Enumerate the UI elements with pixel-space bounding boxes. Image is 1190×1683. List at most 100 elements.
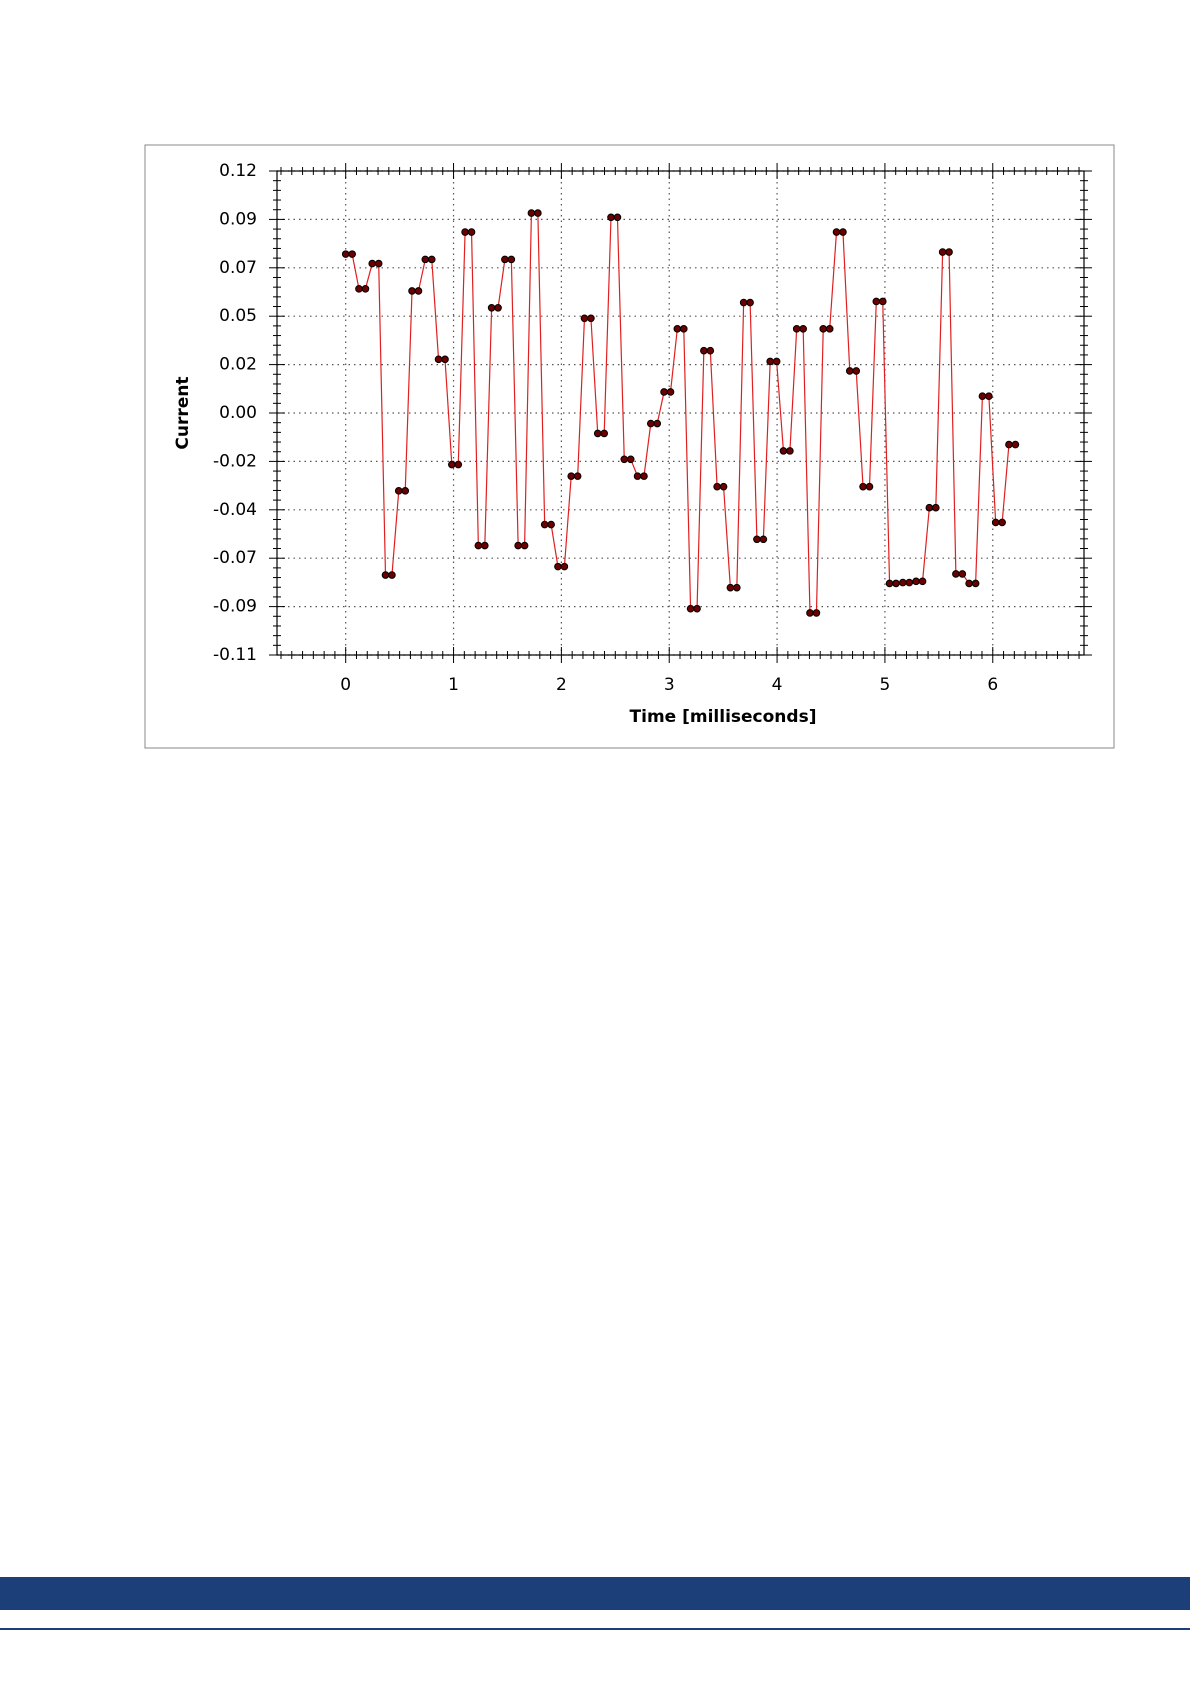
x-tick-label: 5 bbox=[880, 675, 891, 695]
data-point bbox=[587, 314, 595, 323]
data-point bbox=[713, 482, 721, 491]
data-point bbox=[786, 447, 794, 455]
data-point bbox=[494, 303, 502, 312]
data-point bbox=[965, 579, 973, 588]
data-point bbox=[899, 578, 907, 587]
data-point bbox=[686, 604, 695, 613]
data-point bbox=[878, 297, 887, 306]
data-point bbox=[427, 255, 436, 264]
data-point bbox=[693, 604, 701, 613]
data-point bbox=[381, 571, 390, 579]
data-point bbox=[839, 228, 847, 236]
data-point bbox=[971, 579, 980, 588]
data-point bbox=[580, 314, 589, 323]
x-tick-label: 4 bbox=[772, 675, 783, 695]
x-axis-label: Time [milliseconds] bbox=[630, 707, 817, 727]
data-point bbox=[985, 392, 993, 400]
data-point bbox=[859, 482, 867, 491]
data-point bbox=[374, 259, 383, 268]
data-point bbox=[799, 325, 807, 333]
plot-border bbox=[276, 170, 1085, 656]
y-tick-label: -0.11 bbox=[213, 645, 257, 665]
data-point bbox=[779, 447, 788, 455]
data-point bbox=[507, 255, 516, 264]
data-point bbox=[540, 520, 549, 529]
data-point bbox=[567, 472, 575, 480]
y-tick-label: -0.04 bbox=[213, 500, 257, 520]
y-tick-label: -0.02 bbox=[213, 451, 257, 471]
data-point bbox=[408, 287, 416, 295]
data-point bbox=[759, 535, 768, 544]
data-point bbox=[998, 518, 1006, 527]
x-tick-label: 0 bbox=[340, 675, 351, 695]
data-point bbox=[355, 285, 363, 293]
x-tick-label: 3 bbox=[664, 675, 675, 695]
data-point bbox=[1011, 440, 1020, 449]
data-point bbox=[733, 583, 741, 592]
data-point bbox=[481, 541, 489, 550]
data-point bbox=[394, 487, 403, 495]
y-tick-label: 0.07 bbox=[219, 258, 257, 278]
data-point bbox=[792, 325, 801, 333]
data-point bbox=[912, 577, 920, 586]
data-point bbox=[613, 213, 622, 222]
data-point bbox=[945, 248, 953, 256]
footer-band bbox=[0, 1577, 1190, 1610]
data-point bbox=[467, 228, 476, 236]
data-point bbox=[454, 460, 463, 469]
data-point bbox=[700, 346, 708, 355]
data-point bbox=[441, 355, 449, 364]
x-tick-label: 2 bbox=[556, 675, 567, 695]
data-point bbox=[620, 455, 629, 464]
y-tick-label: 0.09 bbox=[219, 209, 257, 229]
data-point bbox=[487, 303, 496, 312]
data-point bbox=[514, 541, 522, 550]
data-point bbox=[991, 518, 1000, 527]
data-point bbox=[958, 570, 967, 578]
data-point bbox=[633, 472, 642, 480]
data-point bbox=[739, 298, 748, 307]
data-point bbox=[388, 571, 396, 579]
data-point bbox=[414, 287, 423, 295]
data-point bbox=[706, 346, 715, 355]
data-point bbox=[554, 562, 562, 571]
data-point bbox=[666, 388, 675, 396]
y-tick-label: 0.12 bbox=[219, 161, 257, 181]
y-tick-label: 0.02 bbox=[219, 355, 257, 375]
data-point bbox=[905, 578, 914, 587]
data-point bbox=[925, 503, 934, 512]
data-point bbox=[640, 472, 648, 480]
y-tick-label: 0.05 bbox=[219, 306, 257, 326]
data-point bbox=[593, 429, 602, 438]
data-point bbox=[560, 562, 569, 571]
data-point bbox=[932, 503, 940, 512]
data-point bbox=[885, 579, 894, 588]
data-point bbox=[646, 419, 655, 428]
data-point bbox=[938, 248, 947, 256]
data-point bbox=[872, 297, 881, 306]
data-point bbox=[806, 609, 814, 617]
data-point bbox=[341, 250, 350, 258]
data-point bbox=[607, 213, 615, 222]
data-point bbox=[673, 325, 682, 333]
data-point bbox=[448, 460, 456, 469]
data-point bbox=[753, 535, 761, 544]
x-tick-label: 6 bbox=[987, 675, 998, 695]
data-point bbox=[501, 255, 509, 264]
y-tick-label: -0.07 bbox=[213, 548, 257, 568]
data-point bbox=[626, 455, 635, 464]
data-point bbox=[852, 367, 861, 375]
data-point bbox=[1005, 440, 1013, 449]
data-point bbox=[368, 259, 377, 268]
data-point bbox=[679, 325, 688, 333]
data-point bbox=[527, 209, 536, 217]
data-point bbox=[461, 228, 469, 236]
data-point bbox=[772, 357, 781, 366]
data-point bbox=[573, 472, 582, 480]
data-point bbox=[434, 355, 443, 364]
data-point bbox=[401, 487, 410, 495]
data-point bbox=[520, 541, 529, 550]
data-point bbox=[534, 209, 542, 217]
data-point bbox=[819, 325, 828, 333]
